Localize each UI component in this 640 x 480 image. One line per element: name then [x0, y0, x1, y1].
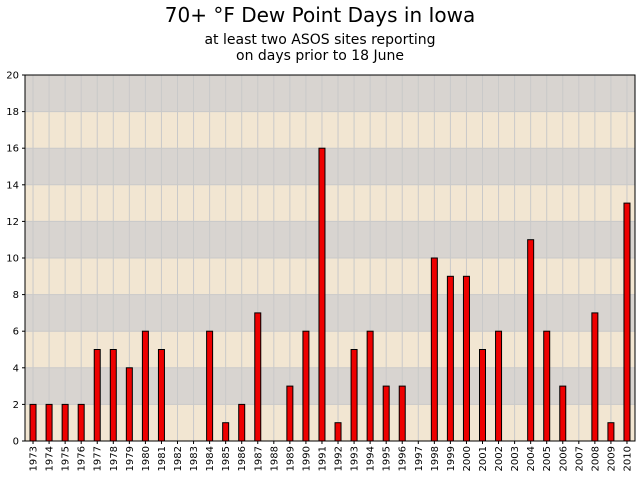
x-tick-labels: 1973 1974 1975 1976 1977 1978 1979 1980 1981 1982… [29, 446, 634, 471]
x-tick-label-2002: 2002 [494, 446, 505, 471]
x-tick-label-1973: 1973 [29, 446, 40, 471]
x-tick-label-1983: 1983 [189, 446, 200, 471]
y-tick-label: 20 [6, 71, 19, 82]
background-band [25, 75, 635, 112]
x-tick-label-2004: 2004 [526, 446, 537, 471]
x-tick-label-1998: 1998 [430, 446, 441, 471]
bar-2008 [591, 312, 599, 442]
bar-1996 [398, 385, 406, 442]
bar-1991 [318, 147, 326, 442]
bar-1986 [238, 403, 246, 442]
axes [22, 74, 636, 444]
x-tick-label-1988: 1988 [269, 446, 280, 471]
x-tick-label-2003: 2003 [510, 446, 521, 471]
x-tick-label-1986: 1986 [237, 446, 248, 471]
bar-1974 [45, 403, 53, 442]
y-tick-labels: 0 2 4 6 8 10 12 14 16 18 20 [6, 71, 19, 448]
background-band [25, 111, 635, 149]
background-band [25, 258, 635, 295]
x-tick-label-1990: 1990 [301, 446, 312, 471]
bar-1984 [206, 330, 214, 442]
x-tick-label-1997: 1997 [414, 446, 425, 471]
x-tick-label-1996: 1996 [398, 446, 409, 471]
x-tick-label-1976: 1976 [77, 446, 88, 471]
bar-2001 [479, 349, 486, 442]
bar-1977 [93, 349, 101, 442]
y-tick-label: 4 [13, 363, 19, 374]
x-tick-label-2008: 2008 [590, 446, 601, 471]
bar-1995 [382, 385, 390, 442]
y-tick-label: 16 [6, 144, 19, 155]
bar-1998 [430, 257, 438, 442]
bar-2005 [543, 330, 551, 442]
background-band [25, 148, 635, 185]
x-tick-label-1977: 1977 [93, 446, 104, 471]
x-tick-label-2000: 2000 [462, 446, 473, 471]
x-tick-label-2009: 2009 [606, 446, 617, 471]
bar-1981 [157, 349, 165, 442]
bar-1989 [286, 385, 294, 442]
bar-2002 [495, 330, 503, 442]
x-tick-label-2005: 2005 [542, 446, 553, 471]
x-tick-label-1975: 1975 [61, 446, 72, 471]
x-tick-label-2010: 2010 [622, 446, 633, 471]
bar-1985 [222, 422, 230, 442]
bar-1990 [302, 330, 310, 442]
x-tick-label-2006: 2006 [558, 446, 569, 471]
x-tick-label-2001: 2001 [478, 446, 489, 471]
background-band [25, 294, 635, 332]
y-tick-label: 0 [13, 437, 19, 448]
x-tick-label-2007: 2007 [574, 446, 585, 471]
bar-1987 [254, 312, 262, 442]
bar-1999 [446, 275, 454, 442]
x-tick-label-1978: 1978 [109, 446, 120, 471]
background-band [25, 184, 635, 222]
bar-1978 [109, 349, 117, 442]
x-tick-label-1994: 1994 [366, 446, 377, 471]
bar-1993 [350, 349, 358, 442]
chart-subtitle: at least two ASOS sites reporting on day… [0, 32, 640, 64]
x-tick-label-1989: 1989 [285, 446, 296, 471]
bar-2006 [559, 385, 567, 442]
y-tick-label: 2 [13, 400, 19, 411]
y-tick-label: 8 [13, 290, 19, 301]
bar-2009 [607, 422, 615, 442]
x-tick-label-1981: 1981 [157, 446, 168, 471]
x-tick-label-1987: 1987 [253, 446, 264, 471]
bar-2004 [527, 239, 535, 442]
x-tick-label-1982: 1982 [173, 446, 184, 471]
x-tick-label-1992: 1992 [334, 446, 345, 471]
chart-subtitle-line-2: on days prior to 18 June [236, 48, 404, 64]
bar-1975 [61, 403, 69, 442]
bar-1980 [141, 330, 149, 442]
y-tick-label: 18 [6, 107, 19, 118]
x-tick-label-1974: 1974 [45, 446, 56, 471]
bar-1992 [334, 422, 342, 442]
x-tick-label-1999: 1999 [446, 446, 457, 471]
y-tick-label: 6 [13, 327, 19, 338]
x-tick-label-1995: 1995 [382, 446, 393, 471]
bar-1979 [125, 367, 133, 442]
bar-1994 [366, 330, 374, 442]
x-tick-label-1979: 1979 [125, 446, 136, 471]
chart-subtitle-line-1: at least two ASOS sites reporting [204, 32, 436, 48]
y-tick-label: 10 [6, 254, 19, 265]
bar-1976 [77, 403, 85, 442]
x-tick-label-1984: 1984 [205, 446, 216, 471]
x-tick-label-1980: 1980 [141, 446, 152, 471]
y-tick-label: 12 [6, 217, 19, 228]
x-tick-label-1991: 1991 [317, 446, 328, 471]
bar-2010 [623, 202, 631, 442]
y-tick-label: 14 [6, 180, 19, 191]
x-tick-label-1993: 1993 [350, 446, 361, 471]
bar-2000 [462, 275, 470, 442]
x-tick-label-1985: 1985 [221, 446, 232, 471]
chart-title: 70+ °F Dew Point Days in Iowa [164, 3, 476, 27]
bar-1973 [29, 403, 37, 442]
background-band [25, 221, 635, 258]
